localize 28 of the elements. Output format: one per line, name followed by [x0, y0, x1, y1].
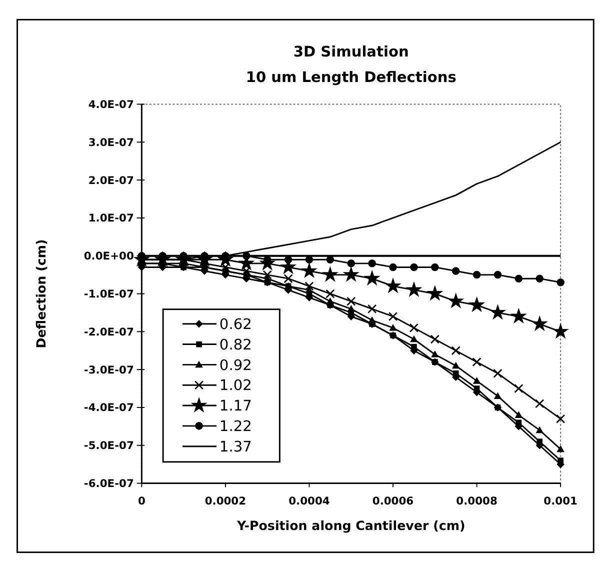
legend-label: 0.62: [219, 316, 252, 333]
y-axis-title: Deflection (cm): [33, 239, 48, 348]
x-axis-title: Y-Position along Cantilever (cm): [236, 518, 466, 533]
x-tick-label: 0.0006: [372, 494, 414, 508]
legend-label: 1.17: [219, 398, 252, 415]
y-tick-label: 3.0E-07: [88, 136, 134, 149]
legend-label: 1.37: [219, 438, 252, 456]
chart-title: 3D Simulation: [293, 44, 409, 61]
y-tick-label: -3.0E-07: [84, 363, 134, 376]
legend-label: 1.02: [219, 377, 252, 394]
chart-subtitle: 10 um Length Deflections: [246, 68, 456, 86]
x-tick-label: 0: [138, 494, 146, 508]
y-tick-label: -4.0E-07: [84, 401, 134, 414]
y-tick-label: 2.0E-07: [88, 174, 134, 187]
x-tick-label: 0.001: [544, 494, 578, 508]
legend-label: 0.82: [219, 336, 252, 354]
y-tick-label: -5.0E-07: [84, 439, 134, 452]
y-tick-label: 1.0E-07: [88, 212, 134, 225]
x-tick-label: 0.0008: [456, 494, 498, 508]
y-tick-label: -6.0E-07: [84, 477, 134, 490]
y-tick-label: 4.0E-07: [88, 98, 134, 111]
y-tick-label: -2.0E-07: [84, 325, 134, 338]
y-tick-label: 0.0E+00: [84, 250, 134, 263]
legend-label: 0.92: [219, 356, 252, 374]
legend-label: 1.22: [219, 418, 252, 436]
x-tick-label: 0.0002: [204, 494, 246, 508]
x-tick-label: 0.0004: [288, 494, 330, 508]
y-tick-label: -1.0E-07: [84, 287, 134, 300]
